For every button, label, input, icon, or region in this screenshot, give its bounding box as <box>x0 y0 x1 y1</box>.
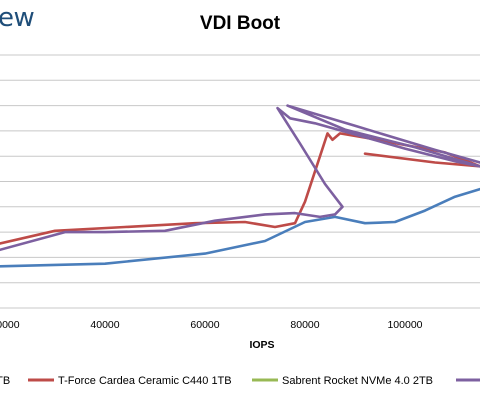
x-tick-label: 20000 <box>0 319 20 331</box>
x-tick-label: 100000 <box>387 319 422 331</box>
legend-label: Sabrent Rocket NVMe 4.0 2TB <box>282 375 433 387</box>
legend-label: 1TB <box>0 375 10 387</box>
logo-text: ew <box>0 3 35 33</box>
legend-label: T-Force Cardea Ceramic C440 1TB <box>58 375 232 387</box>
x-tick-label: 80000 <box>290 319 319 331</box>
series-line-1 <box>0 187 480 268</box>
x-tick-label: 40000 <box>90 319 119 331</box>
series-line-4 <box>0 104 480 252</box>
chart-title: VDI Boot <box>199 13 281 34</box>
x-tick-label: 60000 <box>190 319 219 331</box>
x-axis-label: IOPS <box>249 339 274 351</box>
